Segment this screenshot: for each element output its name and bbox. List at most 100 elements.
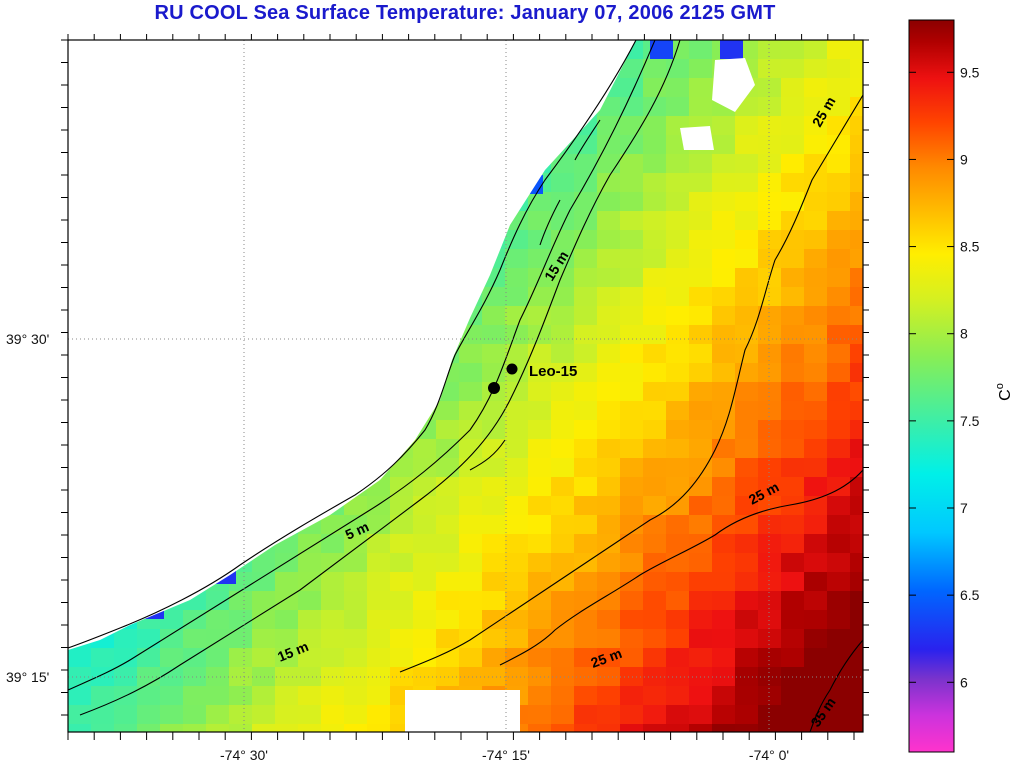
sst-cell	[597, 496, 621, 516]
sst-cell	[850, 420, 863, 440]
sst-cell	[160, 667, 184, 687]
sst-cell	[689, 420, 713, 440]
sst-cell	[367, 553, 391, 573]
sst-cell	[574, 268, 598, 288]
leo15-station-marker	[506, 363, 518, 375]
sst-cell	[321, 591, 345, 611]
sst-cell	[459, 515, 483, 535]
sst-cell	[505, 306, 529, 326]
sst-cell	[712, 477, 736, 497]
sst-cell	[459, 591, 483, 611]
sst-cell	[804, 97, 828, 117]
sst-cell	[781, 249, 805, 269]
sst-cell	[597, 173, 621, 193]
sst-cell	[827, 116, 851, 136]
sst-cell	[597, 534, 621, 554]
sst-cell	[298, 534, 322, 554]
sst-cell	[758, 230, 782, 250]
sst-cell	[574, 477, 598, 497]
sst-cell	[666, 591, 690, 611]
sst-cell	[551, 705, 575, 725]
sst-cell	[804, 705, 828, 725]
sst-cell	[666, 306, 690, 326]
sst-cell	[597, 325, 621, 345]
sst-cell	[390, 515, 414, 535]
sst-cell	[298, 591, 322, 611]
sst-cell	[436, 420, 460, 440]
sst-cell	[781, 477, 805, 497]
sst-cell	[252, 686, 276, 706]
sst-cell	[390, 572, 414, 592]
sst-cell	[643, 648, 667, 668]
sst-cell	[482, 287, 506, 307]
sst-cell	[551, 496, 575, 516]
sst-cell	[643, 382, 667, 402]
sst-cell	[712, 173, 736, 193]
sst-cell	[781, 458, 805, 478]
sst-cell	[620, 667, 644, 687]
sst-cell	[804, 78, 828, 98]
sst-cell	[620, 306, 644, 326]
sst-cell	[758, 705, 782, 725]
sst-cell	[850, 40, 863, 60]
sst-cell	[252, 629, 276, 649]
sst-cell	[68, 705, 92, 725]
sst-cell	[298, 705, 322, 725]
sst-cell	[735, 667, 759, 687]
sst-cell	[620, 268, 644, 288]
cloud-gap	[405, 690, 520, 732]
sst-cell	[735, 230, 759, 250]
sst-cell	[781, 515, 805, 535]
sst-cell	[298, 724, 322, 732]
sst-cell	[620, 686, 644, 706]
sst-cell	[137, 724, 161, 732]
sst-cell	[735, 553, 759, 573]
sst-cell	[528, 325, 552, 345]
sst-cell	[597, 553, 621, 573]
sst-cell	[229, 724, 253, 732]
sst-cell	[597, 439, 621, 459]
sst-cell	[574, 154, 598, 174]
sst-cell	[712, 363, 736, 383]
sst-cell	[321, 553, 345, 573]
sst-cell	[620, 135, 644, 155]
sst-cell	[413, 458, 437, 478]
sst-cell	[850, 78, 863, 98]
sst-cell	[781, 154, 805, 174]
sst-cell	[206, 591, 230, 611]
sst-cell	[459, 458, 483, 478]
sst-cell	[482, 591, 506, 611]
sst-cell	[850, 249, 863, 269]
sst-cell	[712, 496, 736, 516]
sst-cell	[689, 515, 713, 535]
sst-cell	[574, 344, 598, 364]
sst-cell	[321, 629, 345, 649]
sst-cell	[781, 344, 805, 364]
sst-cell	[689, 629, 713, 649]
sst-cell	[367, 610, 391, 630]
sst-cell	[91, 705, 115, 725]
sst-cell	[482, 629, 506, 649]
colorbar-tick-label: 6.5	[960, 587, 980, 603]
sst-cell	[574, 287, 598, 307]
sst-cell	[551, 610, 575, 630]
colorbar	[908, 19, 955, 753]
sst-cell	[666, 458, 690, 478]
sst-cell	[643, 78, 667, 98]
station-marker	[488, 382, 500, 394]
sst-cell	[597, 363, 621, 383]
sst-cell	[643, 667, 667, 687]
sst-cell	[735, 591, 759, 611]
colorbar-tick-label: 8	[960, 326, 968, 342]
sst-cell	[252, 705, 276, 725]
sst-cell	[505, 344, 529, 364]
sst-cell	[413, 534, 437, 554]
sst-cell	[735, 496, 759, 516]
sst-cell	[505, 325, 529, 345]
sst-cell	[758, 249, 782, 269]
sst-cell	[597, 686, 621, 706]
contour-35m	[809, 639, 863, 732]
sst-cell	[689, 686, 713, 706]
sst-cell	[804, 553, 828, 573]
